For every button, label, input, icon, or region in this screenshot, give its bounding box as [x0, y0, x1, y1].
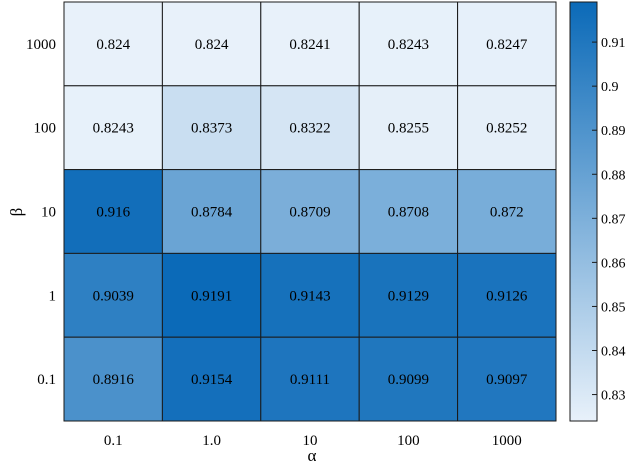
heatmap-cell	[358, 169, 459, 254]
colorbar-tick-label: 0.88	[601, 168, 626, 183]
heatmap-cell	[63, 252, 163, 338]
cell-value-label: 0.824	[96, 37, 130, 53]
cell-value-label: 0.8243	[93, 121, 134, 137]
cell-value-label: 0.8784	[191, 205, 233, 221]
heatmap-cell	[457, 1, 557, 87]
heatmap-cells: 0.824 0.824 0.8241 0.8243 0.8247 0.8243 0.8373…	[63, 1, 557, 422]
cell-value-label: 0.8241	[289, 37, 330, 53]
x-tick-label: 100	[397, 433, 420, 449]
colorbar-tick-label: 0.85	[601, 300, 626, 315]
heatmap-cell	[457, 85, 557, 171]
heatmap-cell	[457, 252, 557, 338]
cell-value-label: 0.9191	[191, 288, 232, 304]
heatmap-cell	[260, 252, 360, 338]
cell-value-label: 0.824	[195, 37, 229, 53]
cell-value-label: 0.9039	[93, 288, 134, 304]
cell-value-label: 0.8255	[388, 121, 429, 137]
y-tick-label: 0.1	[37, 372, 56, 388]
y-tick-label: 1	[49, 288, 57, 304]
cell-value-label: 0.916	[96, 205, 130, 221]
cell-value-label: 0.8247	[486, 37, 528, 53]
cell-value-label: 0.8243	[388, 37, 429, 53]
colorbar-gradient	[569, 1, 598, 422]
x-tick-label: 0.1	[104, 433, 123, 449]
heatmap-cell	[161, 336, 262, 422]
y-axis-label: β	[7, 208, 26, 217]
cell-value-label: 0.8252	[486, 121, 527, 137]
cell-value-label: 0.9154	[191, 372, 233, 388]
y-tick-label: 1000	[26, 37, 56, 53]
cell-value-label: 0.8916	[93, 372, 135, 388]
y-axis-ticks: 1000 100 10 1 0.1	[26, 37, 56, 388]
colorbar-tick-label: 0.91	[601, 36, 626, 51]
cell-value-label: 0.8322	[289, 121, 330, 137]
cell-value-label: 0.9143	[289, 288, 330, 304]
cell-value-label: 0.8709	[289, 205, 330, 221]
colorbar-tick-label: 0.83	[601, 389, 626, 404]
heatmap-cell	[63, 1, 163, 87]
colorbar-tick-label: 0.86	[601, 256, 626, 271]
x-tick-label: 1.0	[202, 433, 221, 449]
heatmap-cell	[260, 336, 360, 422]
heatmap-cell	[358, 1, 459, 87]
y-tick-label: 100	[34, 121, 57, 137]
colorbar-tick-label: 0.84	[601, 345, 626, 360]
heatmap-cell	[63, 336, 163, 422]
x-axis-ticks: 0.1 1.0 10 100 1000	[104, 433, 522, 449]
heatmap-cell	[358, 252, 459, 338]
cell-value-label: 0.872	[490, 205, 524, 221]
cell-value-label: 0.9126	[486, 288, 528, 304]
colorbar-tick-label: 0.9	[601, 80, 619, 95]
colorbar-tick-label: 0.87	[601, 212, 626, 227]
heatmap-cell	[260, 169, 360, 254]
x-tick-label: 10	[303, 433, 318, 449]
colorbar: 0.83 0.84 0.85 0.86 0.87 0.88 0.89 0.9 0.91	[569, 1, 626, 422]
cell-value-label: 0.9097	[486, 372, 528, 388]
heatmap-cell	[260, 1, 360, 87]
y-tick-label: 10	[41, 205, 56, 221]
heatmap-cell	[161, 169, 262, 254]
cell-value-label: 0.8708	[388, 205, 429, 221]
heatmap-cell	[63, 85, 163, 171]
colorbar-tick-label: 0.89	[601, 124, 626, 139]
cell-value-label: 0.9099	[388, 372, 429, 388]
heatmap-cell	[161, 1, 262, 87]
heatmap-cell	[457, 336, 557, 422]
cell-value-label: 0.9129	[388, 288, 429, 304]
x-axis-label: α	[308, 446, 317, 465]
heatmap-cell	[457, 169, 557, 254]
cell-value-label: 0.9111	[290, 372, 330, 388]
heatmap-cell	[260, 85, 360, 171]
heatmap-cell	[161, 252, 262, 338]
cell-value-label: 0.8373	[191, 121, 232, 137]
x-tick-label: 1000	[492, 433, 522, 449]
